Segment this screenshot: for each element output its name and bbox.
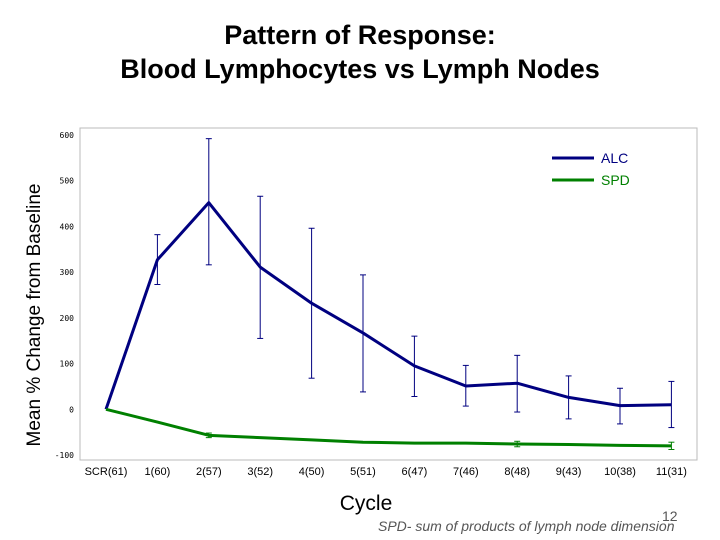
- spd-line: [105, 407, 672, 448]
- x-tick-label: 9(43): [556, 466, 582, 478]
- y-tick-label: 500: [60, 177, 75, 186]
- plot-area-frame: [79, 127, 698, 461]
- y-tick-label: 100: [60, 360, 75, 369]
- x-tick-label: 6(47): [402, 466, 428, 478]
- x-axis-label: Cycle: [339, 492, 393, 515]
- x-tick-label: 7(46): [453, 466, 479, 478]
- y-tick-label: -100: [55, 451, 74, 460]
- alc-error-bar: [668, 380, 675, 429]
- x-axis: SCR(61) 1(60) 2(57) 3(52) 4(50) 5(51) 6(47) 7(4…: [85, 466, 687, 478]
- y-tick-label: 600: [60, 131, 75, 140]
- y-tick-label: 300: [60, 268, 75, 277]
- x-tick-label: 2(57): [196, 466, 222, 478]
- x-tick-label: 11(31): [656, 466, 687, 478]
- x-tick-label: 4(50): [299, 466, 325, 478]
- legend-item-spd: SPD: [552, 172, 630, 188]
- legend-item-alc: ALC: [552, 150, 628, 166]
- legend-label: SPD: [601, 172, 630, 188]
- legend-label: ALC: [601, 150, 628, 166]
- x-tick-label: 1(60): [145, 466, 171, 478]
- series-lines: [104, 201, 672, 448]
- footnote: SPD- sum of products of lymph node dimen…: [378, 518, 675, 534]
- x-tick-label: 5(51): [350, 466, 376, 478]
- chart-title-line1: Pattern of Response:: [224, 20, 496, 50]
- y-tick-label: 0: [69, 405, 74, 414]
- x-tick-label: SCR(61): [85, 466, 128, 478]
- y-axis: 600 500 400 300 200 100 0 -100: [55, 131, 74, 460]
- chart-title-line2: Blood Lymphocytes vs Lymph Nodes: [120, 54, 600, 84]
- chart-title: Pattern of Response: Blood Lymphocytes v…: [0, 18, 720, 86]
- x-tick-label: 10(38): [604, 466, 636, 478]
- x-tick-label: 3(52): [247, 466, 273, 478]
- x-tick-label: 8(48): [504, 466, 530, 478]
- legend: ALC SPD: [552, 150, 630, 188]
- y-tick-label: 400: [60, 222, 75, 231]
- alc-line: [104, 201, 672, 410]
- y-tick-label: 200: [60, 314, 75, 323]
- page-number: 12: [662, 508, 678, 524]
